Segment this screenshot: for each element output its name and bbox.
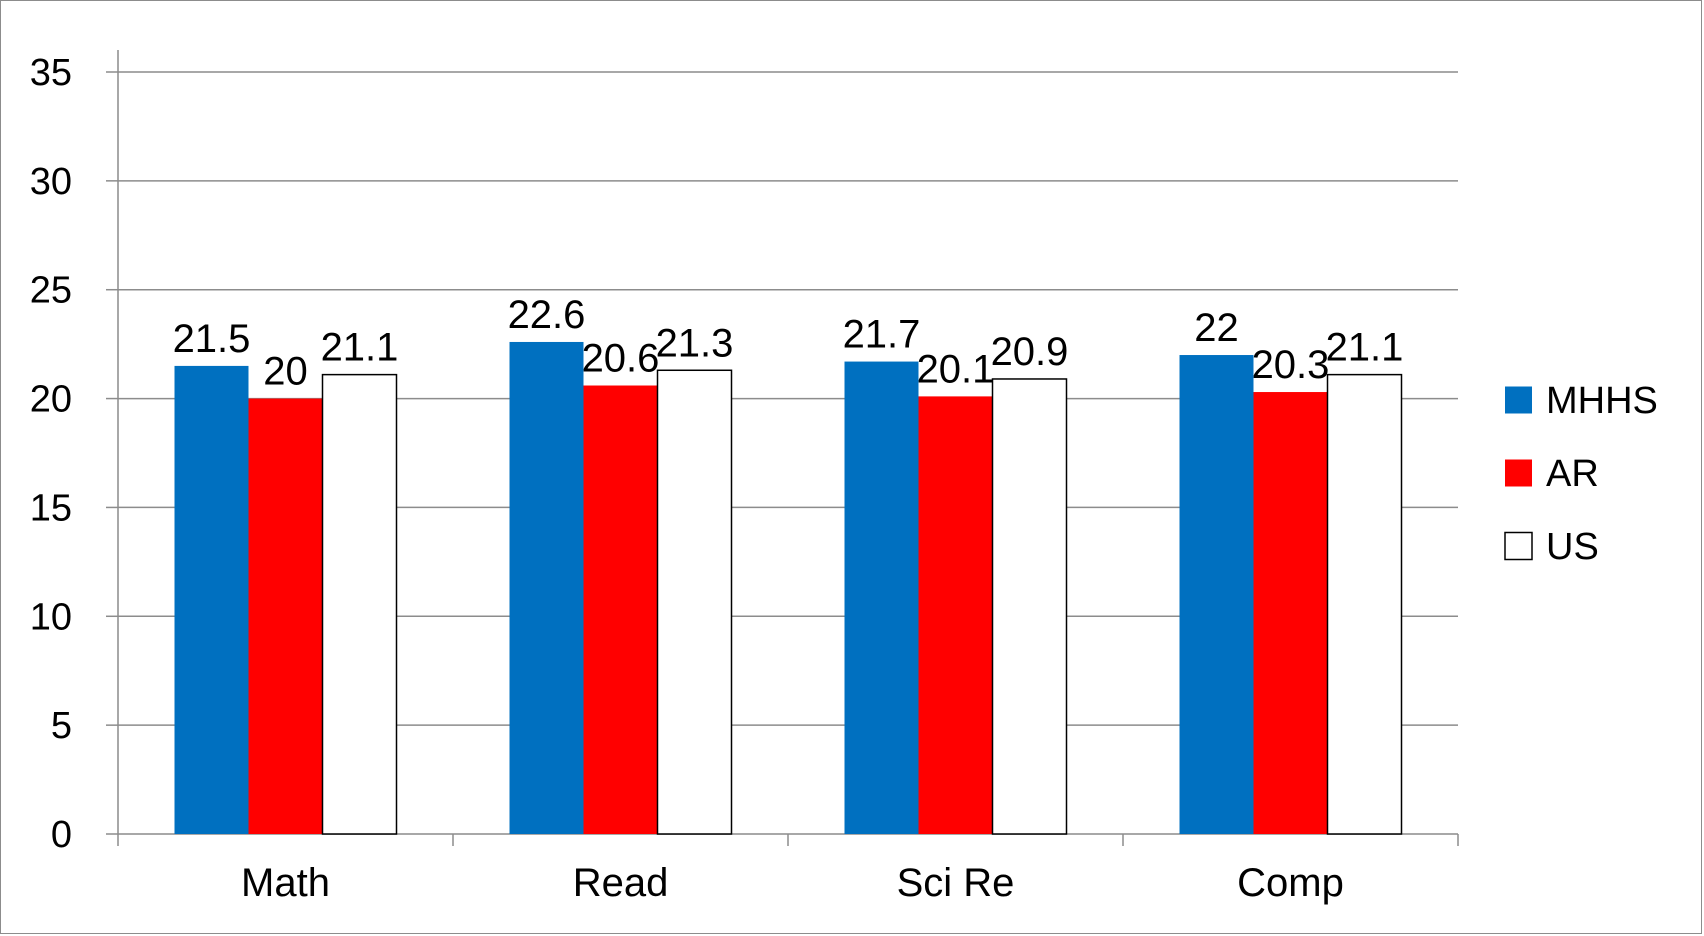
bar-ar-read	[583, 385, 658, 834]
data-label: 21.1	[1326, 326, 1404, 370]
bar-mhhs-sci-re	[844, 361, 919, 834]
bar-ar-sci-re	[918, 396, 993, 834]
y-tick-label: 0	[51, 814, 72, 856]
bar-mhhs-read	[509, 341, 584, 834]
legend-label-ar: AR	[1546, 453, 1599, 495]
x-category-label: Sci Re	[897, 861, 1015, 905]
data-label: 20	[263, 350, 308, 394]
legend-label-us: US	[1546, 526, 1599, 568]
data-label: 22.6	[508, 293, 586, 337]
y-tick-label: 20	[30, 379, 72, 421]
bar-mhhs-comp	[1179, 355, 1254, 834]
y-tick-label: 30	[30, 161, 72, 203]
y-tick-label: 25	[30, 270, 72, 312]
bar-us-math	[321, 373, 398, 835]
bar-ar-comp	[1253, 392, 1328, 834]
x-category-label: Comp	[1237, 861, 1344, 905]
x-category-label: Math	[241, 861, 330, 905]
data-label: 20.9	[991, 330, 1069, 374]
legend-swatch-ar	[1505, 459, 1532, 487]
legend-swatch-mhhs	[1505, 386, 1532, 414]
x-category-label: Read	[573, 861, 669, 905]
y-tick-label: 35	[30, 52, 72, 94]
data-label: 20.6	[582, 337, 660, 381]
data-label: 20.3	[1252, 343, 1330, 387]
bar-mhhs-math	[174, 365, 249, 834]
data-label: 21.1	[321, 326, 399, 370]
data-label: 21.3	[656, 321, 734, 365]
bar-us-sci-re	[991, 378, 1068, 835]
data-label: 21.5	[173, 317, 251, 361]
y-tick-label: 15	[30, 487, 72, 529]
y-tick-label: 10	[30, 596, 72, 638]
bar-us-comp	[1326, 373, 1403, 835]
data-label: 20.1	[917, 347, 995, 391]
bar-ar-math	[248, 398, 323, 834]
data-label: 22	[1194, 306, 1239, 350]
bar-us-read	[656, 369, 733, 835]
legend-label-mhhs: MHHS	[1546, 380, 1658, 422]
y-tick-label: 5	[51, 705, 72, 747]
legend-swatch-us	[1504, 531, 1533, 561]
data-label: 21.7	[843, 313, 921, 357]
